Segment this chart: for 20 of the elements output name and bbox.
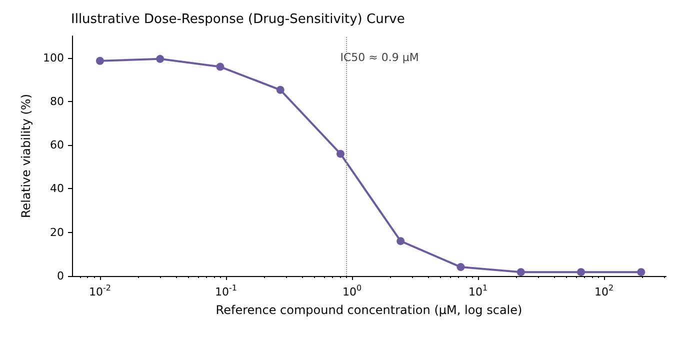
y-tick-label: 40	[50, 182, 64, 196]
y-tick-label: 20	[50, 226, 64, 239]
point	[637, 268, 646, 276]
point	[96, 56, 104, 65]
point	[577, 268, 586, 276]
point	[456, 263, 465, 272]
y-tick-label: 0	[57, 270, 64, 282]
point	[216, 62, 224, 71]
point	[336, 150, 344, 158]
chart-title: Illustrative Dose-Response (Drug-Sensitivity) Curve	[71, 12, 405, 27]
y-tick-label: 100	[43, 51, 64, 64]
y-axis-title: Relative viability (%)	[19, 94, 33, 218]
y-tick-label: 60	[50, 138, 64, 152]
point	[396, 237, 405, 246]
ref-line-label: IC50 ≈ 0.9 µM	[340, 51, 419, 64]
point	[156, 54, 164, 63]
point	[276, 86, 284, 94]
point	[516, 268, 525, 276]
x-axis-title: Reference compound concentration (µM, log scale)	[216, 303, 522, 317]
y-tick-label: 80	[50, 94, 64, 108]
